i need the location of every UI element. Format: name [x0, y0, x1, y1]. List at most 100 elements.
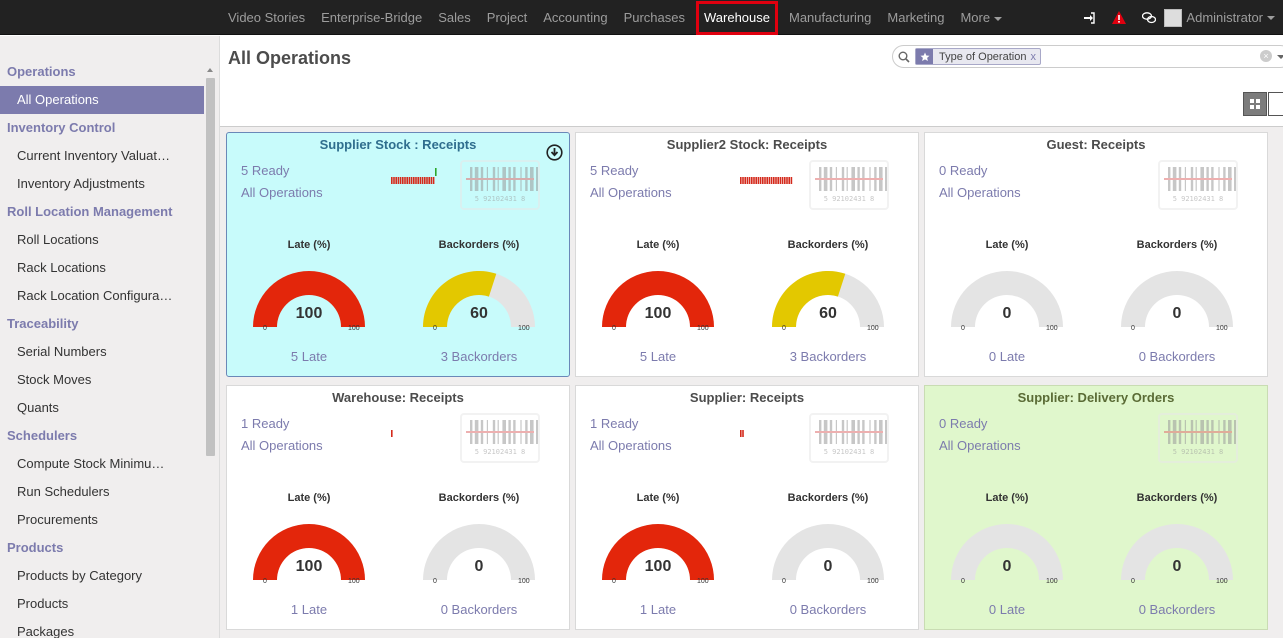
operation-card[interactable]: Supplier: Receipts 1 Ready All Operations 5…: [575, 385, 919, 630]
spark-bar: [757, 177, 760, 185]
spark-bar: [399, 177, 402, 185]
ready-link[interactable]: 1 Ready: [590, 416, 639, 431]
all-operations-link[interactable]: All Operations: [590, 438, 672, 453]
chat-icon[interactable]: [1134, 0, 1164, 35]
star-icon: [916, 49, 933, 64]
backorders-link[interactable]: 3 Backorders: [440, 349, 518, 364]
search-options-icon[interactable]: [1277, 55, 1283, 59]
gauge-min: 0: [612, 578, 616, 585]
late-gauge-value: 100: [295, 305, 323, 322]
svg-text:5 92102431 8: 5 92102431 8: [475, 195, 526, 203]
card-title[interactable]: Supplier2 Stock: Receipts: [666, 137, 828, 152]
menu-item-purchases[interactable]: Purchases: [616, 0, 693, 35]
sidebar-item[interactable]: Run Schedulers: [17, 484, 110, 499]
sidebar-item[interactable]: All Operations: [0, 86, 204, 114]
backorders-link[interactable]: 3 Backorders: [789, 349, 867, 364]
kanban-view-button[interactable]: [1243, 92, 1267, 116]
card-title[interactable]: Guest: Receipts: [1046, 137, 1146, 152]
operation-card[interactable]: Supplier Stock : Receipts 5 Ready All Oper…: [226, 132, 570, 377]
late-gauge: [249, 514, 369, 590]
sidebar-section-title: Inventory Control: [7, 120, 116, 135]
operation-card[interactable]: Supplier2 Stock: Receipts 5 Ready All Oper…: [575, 132, 919, 377]
menu-item-label: Project: [486, 10, 528, 25]
operation-card[interactable]: Supplier: Delivery Orders 0 Ready All Oper…: [924, 385, 1268, 630]
sidebar-item[interactable]: Packages: [17, 624, 75, 638]
late-link[interactable]: 1 Late: [639, 602, 677, 617]
menu-item-label: More: [960, 10, 991, 25]
spark-bar: [740, 430, 742, 438]
all-operations-link[interactable]: All Operations: [590, 185, 672, 200]
menu-item-manufacturing[interactable]: Manufacturing: [781, 0, 879, 35]
backorders-link[interactable]: 0 Backorders: [440, 602, 518, 617]
list-view-button[interactable]: [1268, 92, 1283, 116]
menu-item-warehouse[interactable]: Warehouse: [696, 0, 778, 35]
menu-item-accounting[interactable]: Accounting: [535, 0, 615, 35]
spark-bar: [391, 177, 393, 185]
late-link[interactable]: 1 Late: [290, 602, 328, 617]
user-menu[interactable]: Administrator: [1164, 8, 1283, 27]
sign-in-icon[interactable]: [1074, 0, 1104, 35]
clear-search-icon[interactable]: ×: [1260, 50, 1272, 62]
card-title[interactable]: Supplier: Receipts: [689, 390, 805, 405]
sidebar-item[interactable]: Stock Moves: [17, 372, 92, 387]
menu-item-enterprise-bridge[interactable]: Enterprise-Bridge: [313, 0, 430, 35]
late-link[interactable]: 0 Late: [988, 602, 1026, 617]
spark-bar: [764, 177, 766, 185]
sidebar-scrollbar[interactable]: [205, 66, 216, 638]
spark-bar: [430, 177, 433, 185]
menu-item-video-stories[interactable]: Video Stories: [220, 0, 313, 35]
operation-card[interactable]: Guest: Receipts 0 Ready All Operations 5 92…: [924, 132, 1268, 377]
all-operations-link[interactable]: All Operations: [939, 185, 1021, 200]
search-facet[interactable]: Type of Operation x: [915, 48, 1041, 65]
spark-bar: [753, 177, 755, 185]
late-link[interactable]: 5 Late: [290, 349, 328, 364]
menu-item-project[interactable]: Project: [479, 0, 535, 35]
all-operations-link[interactable]: All Operations: [241, 438, 323, 453]
sidebar-item[interactable]: Current Inventory Valuat…: [17, 148, 170, 163]
all-operations-link[interactable]: All Operations: [241, 185, 323, 200]
sidebar-item[interactable]: Products by Category: [17, 568, 143, 583]
late-gauge-label: Late (%): [636, 492, 680, 504]
ready-link[interactable]: 5 Ready: [590, 163, 639, 178]
facet-remove-button[interactable]: x: [1030, 50, 1036, 63]
scroll-up-icon[interactable]: [207, 68, 213, 72]
operation-card[interactable]: Warehouse: Receipts 1 Ready All Operations…: [226, 385, 570, 630]
ready-link[interactable]: 1 Ready: [241, 416, 290, 431]
warning-icon[interactable]: [1104, 0, 1134, 35]
all-operations-link[interactable]: All Operations: [939, 438, 1021, 453]
card-title[interactable]: Warehouse: Receipts: [332, 390, 464, 405]
late-link[interactable]: 5 Late: [639, 349, 677, 364]
gauge-fill: [772, 271, 846, 327]
sidebar-item[interactable]: Inventory Adjustments: [17, 176, 145, 191]
sidebar-item[interactable]: Quants: [17, 400, 59, 415]
sidebar-item[interactable]: Procurements: [17, 512, 98, 527]
avatar: [1164, 8, 1183, 27]
backorders-link[interactable]: 0 Backorders: [789, 602, 867, 617]
sidebar-item[interactable]: Products: [17, 596, 69, 611]
menu-item-marketing[interactable]: Marketing: [879, 0, 952, 35]
scrollbar-thumb[interactable]: [206, 78, 215, 456]
ready-link[interactable]: 0 Ready: [939, 416, 988, 431]
menu-item-more[interactable]: More: [952, 0, 1010, 35]
sidebar-item[interactable]: Compute Stock Minimu…: [17, 456, 165, 471]
late-link[interactable]: 0 Late: [988, 349, 1026, 364]
spark-bar: [779, 177, 782, 185]
backorders-link[interactable]: 0 Backorders: [1138, 602, 1216, 617]
gauge-max: 100: [1216, 578, 1228, 585]
ready-link[interactable]: 5 Ready: [241, 163, 290, 178]
late-gauge-label: Late (%): [985, 492, 1029, 504]
sidebar-item[interactable]: Rack Locations: [17, 260, 106, 275]
search-box[interactable]: Type of Operation x ×: [892, 45, 1283, 68]
backorders-gauge-label: Backorders (%): [438, 492, 520, 504]
menu-item-sales[interactable]: Sales: [430, 0, 479, 35]
sidebar-item[interactable]: Serial Numbers: [17, 344, 107, 359]
spark-bar: [781, 177, 784, 185]
ready-link[interactable]: 0 Ready: [939, 163, 988, 178]
card-title[interactable]: Supplier Stock : Receipts: [319, 137, 477, 152]
card-title[interactable]: Supplier: Delivery Orders: [1017, 390, 1175, 405]
backorders-link[interactable]: 0 Backorders: [1138, 349, 1216, 364]
sidebar-item[interactable]: Rack Location Configura…: [17, 288, 173, 303]
download-icon[interactable]: [546, 144, 563, 161]
spark-bar: [744, 177, 746, 185]
sidebar-item[interactable]: Roll Locations: [17, 232, 99, 247]
